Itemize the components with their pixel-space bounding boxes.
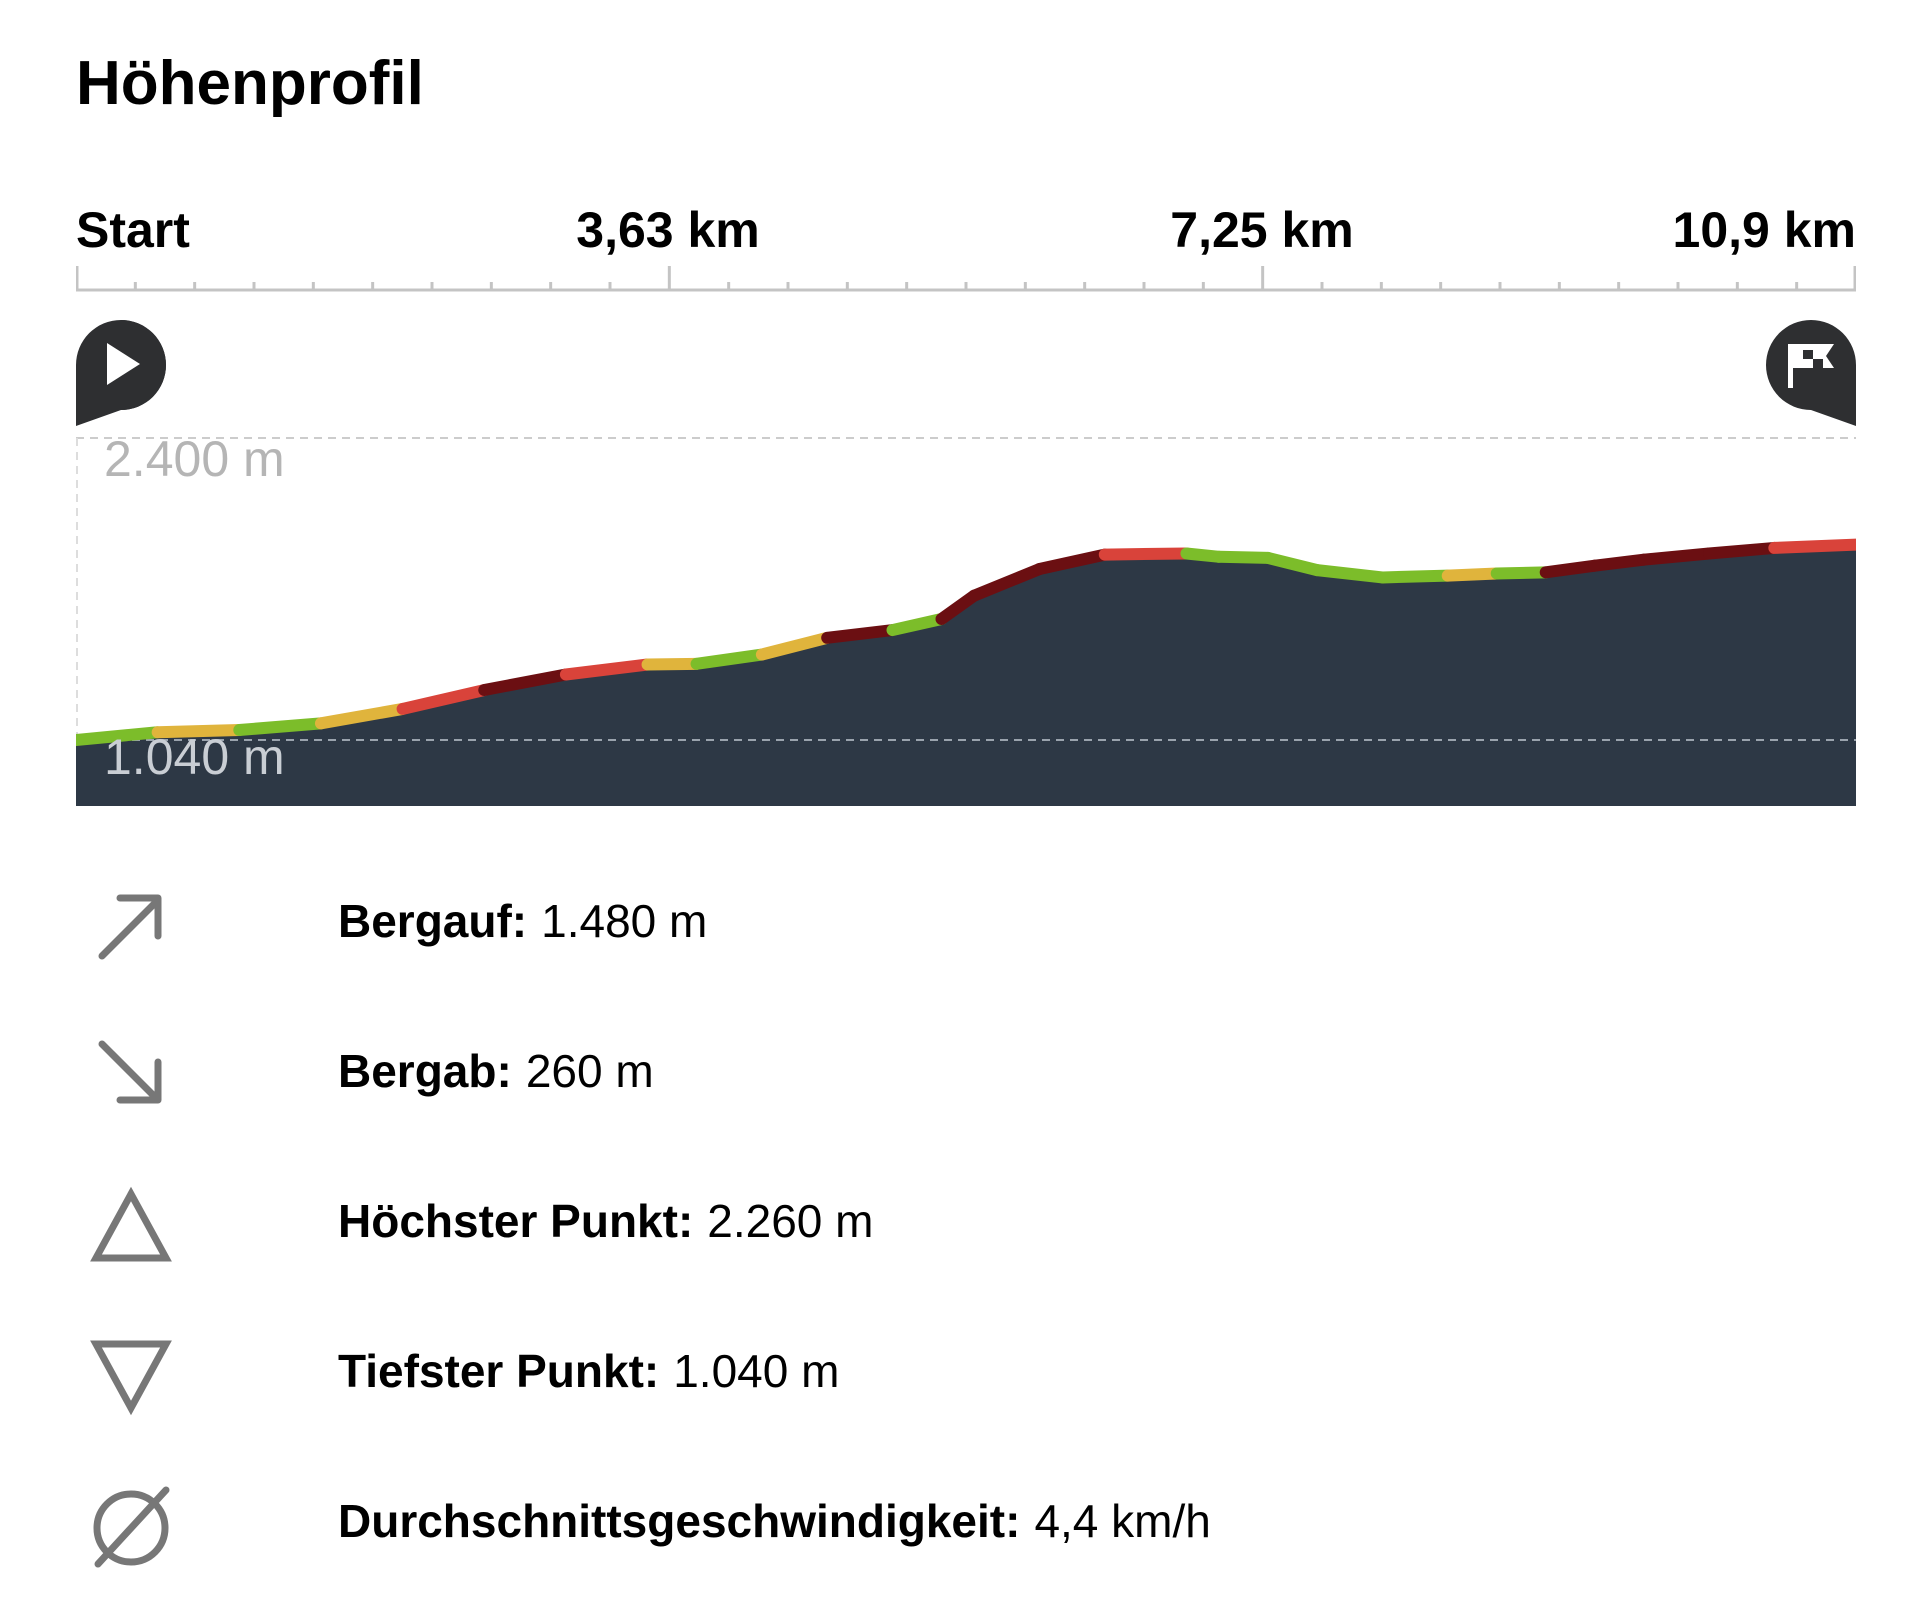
profile-segment (1376, 569, 1454, 584)
profile-segment (1098, 547, 1193, 561)
distance-label-end: 10,9 km (1672, 202, 1856, 258)
profile-segment (151, 724, 246, 739)
stat-row-lowest-point: Tiefster Punkt: 1.040 m (0, 1320, 1920, 1430)
average-speed-label: Durchschnittsgeschwindigkeit: (338, 1495, 1021, 1547)
profile-segment (641, 657, 703, 671)
triangle-down-icon (90, 1340, 172, 1416)
distance-axis-labels: Start 3,63 km 7,25 km 10,9 km (76, 198, 1856, 262)
profile-segment (76, 726, 164, 746)
profile-segment (968, 563, 1046, 602)
profile-segment (1441, 567, 1503, 582)
distance-label-1: 3,63 km (576, 202, 760, 258)
profile-segment (1637, 547, 1716, 566)
profile-segment (821, 624, 899, 644)
elevation-area (76, 544, 1856, 806)
profile-segment (233, 717, 327, 737)
max-elevation-label: 2.400 m (104, 434, 285, 487)
profile-segment (1033, 548, 1111, 576)
stat-row-average-speed: Durchschnittsgeschwindigkeit: 4,4 km/h (0, 1470, 1920, 1580)
distance-label-start: Start (76, 202, 190, 258)
profile-segment (1311, 564, 1389, 584)
min-elevation-label: 1.040 m (104, 729, 285, 785)
profile-segment (935, 589, 981, 625)
lowest-point-label: Tiefster Punkt: (338, 1345, 660, 1397)
elevation-profile-chart: 2.400 m 1.040 m (76, 434, 1856, 806)
highest-point-label: Höchster Punkt: (338, 1195, 694, 1247)
profile-segment (396, 684, 491, 715)
highest-point-value: 2.260 m (707, 1195, 874, 1247)
descent-label: Bergab: (338, 1045, 512, 1097)
triangle-up-icon (90, 1186, 172, 1262)
average-speed-value: 4,4 km/h (1034, 1495, 1211, 1547)
distance-ruler (76, 266, 1856, 292)
descent-value: 260 m (525, 1045, 654, 1097)
ascent-label: Bergauf: (338, 895, 528, 947)
ascent-value: 1.480 m (541, 895, 708, 947)
arrow-down-right-icon (98, 1040, 162, 1104)
profile-segment (1490, 566, 1552, 580)
profile-segment (690, 648, 768, 670)
flag-pin-icon[interactable] (1766, 320, 1856, 426)
play-pin-icon[interactable] (76, 320, 166, 426)
profile-segment (314, 702, 409, 730)
stat-row-descent: Bergab: 260 m (0, 1020, 1920, 1130)
average-icon (93, 1486, 170, 1568)
profile-segment (886, 612, 948, 637)
profile-segment (1539, 559, 1601, 579)
profile-segment (1588, 553, 1650, 572)
distance-label-2: 7,25 km (1170, 202, 1354, 258)
profile-segment (559, 658, 654, 681)
profile-segment (1703, 541, 1781, 560)
profile-segment (1213, 550, 1275, 564)
lowest-point-value: 1.040 m (673, 1345, 840, 1397)
stat-row-ascent: Bergauf: 1.480 m (0, 870, 1920, 980)
chart-title: Höhenprofil (76, 49, 424, 118)
profile-segment (1262, 551, 1324, 577)
arrow-up-right-icon (98, 894, 162, 960)
profile-segment (478, 668, 572, 697)
profile-segment (755, 631, 834, 661)
profile-segment (1768, 538, 1856, 554)
stat-row-highest-point: Höchster Punkt: 2.260 m (0, 1170, 1920, 1280)
